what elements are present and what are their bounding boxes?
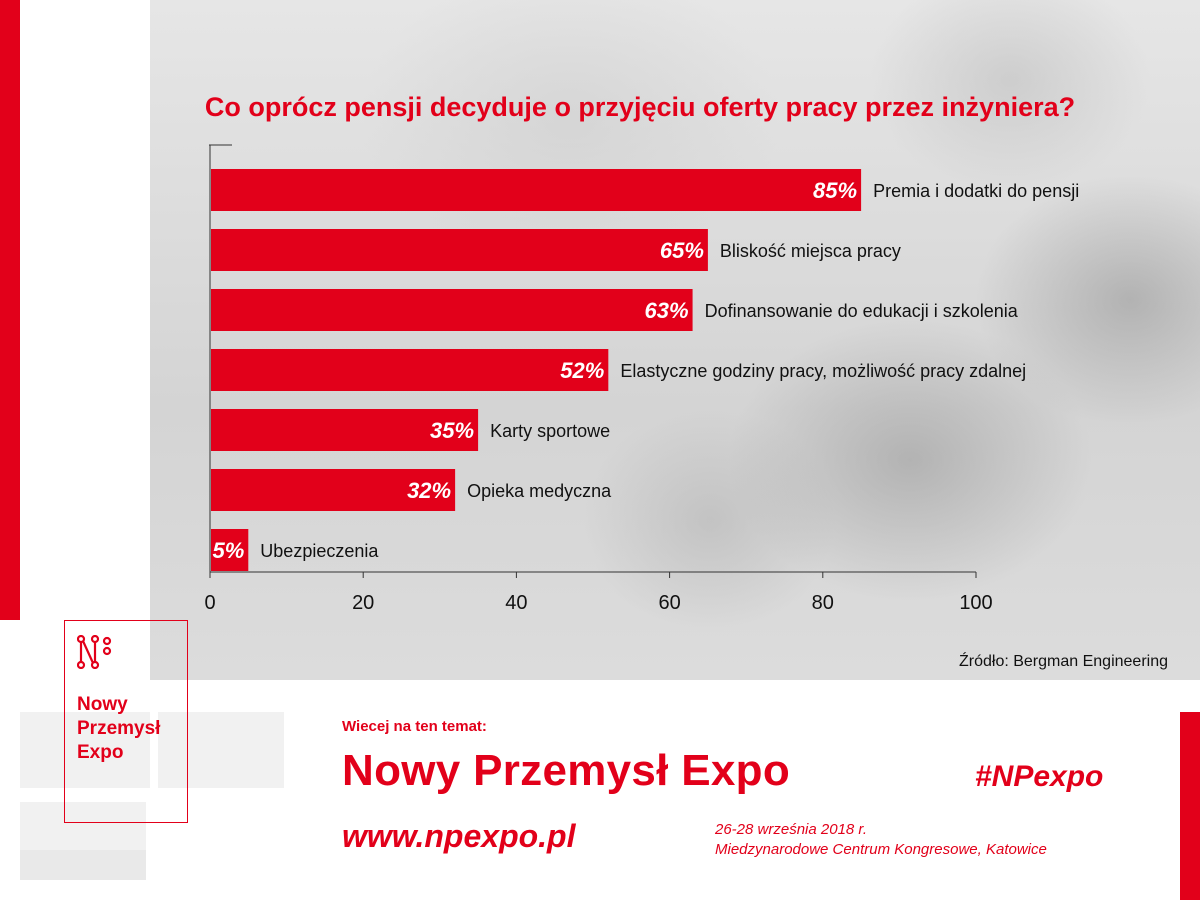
event-name: Nowy Przemysł Expo: [342, 746, 790, 795]
bar-value-label: 65%: [660, 238, 704, 263]
bar-category-label: Bliskość miejsca pracy: [720, 241, 901, 261]
bar: [211, 409, 479, 451]
hashtag: #NPexpo: [975, 760, 1104, 793]
bar-value-label: 32%: [407, 478, 451, 503]
x-tick-label: 20: [352, 592, 374, 614]
bar-value-label: 85%: [813, 178, 857, 203]
logo-text-line: Expo: [77, 742, 124, 763]
bar-category-label: Elastyczne godziny pracy, możliwość prac…: [620, 361, 1026, 381]
background-photo: [150, 0, 1200, 680]
x-tick-label: 100: [959, 592, 992, 614]
bar-category-label: Dofinansowanie do edukacji i szkolenia: [705, 301, 1019, 321]
event-details: 26-28 września 2018 r. Miedzynarodowe Ce…: [715, 820, 1047, 860]
bar-chart: 0 20 40 60 80 100 85% Premia i dodatki do pensj…: [204, 144, 1079, 614]
chart-title: Co oprócz pensji decyduje o przyjęciu of…: [204, 92, 1076, 122]
bar-category-label: Opieka medyczna: [467, 481, 612, 501]
np-logo-icon: [77, 635, 112, 669]
logo: Nowy Przemysł Expo: [64, 620, 188, 823]
bar: [211, 529, 249, 571]
bar-category-label: Premia i dodatki do pensji: [873, 181, 1079, 201]
more-info-label: Wiecej na ten temat:: [342, 718, 487, 735]
decor-block: [20, 712, 150, 788]
chart-source: Źródło: Bergman Engineering: [958, 653, 1168, 670]
bar-value-label: 63%: [645, 298, 689, 323]
x-tick-label: 40: [505, 592, 527, 614]
bar-value-label: 5%: [213, 538, 245, 563]
x-tick-label: 0: [204, 592, 215, 614]
logo-text-line: Przemysł: [77, 718, 161, 739]
bar-category-label: Karty sportowe: [490, 421, 610, 441]
bar: [211, 229, 708, 271]
bar-value-label: 35%: [430, 418, 474, 443]
bar: [211, 169, 862, 211]
decor-block: [20, 802, 146, 850]
bar: [211, 289, 693, 331]
bar: [211, 469, 456, 511]
left-accent-stripe: [0, 0, 20, 620]
logo-text-line: Nowy: [77, 694, 128, 715]
decor-block: [158, 712, 284, 788]
event-venue: Miedzynarodowe Centrum Kongresowe, Katow…: [715, 841, 1047, 858]
bar-value-label: 52%: [560, 358, 604, 383]
x-tick-label: 80: [812, 592, 834, 614]
x-tick-label: 60: [658, 592, 680, 614]
event-url-link[interactable]: www.npexpo.pl: [342, 818, 576, 854]
decor-block: [20, 850, 146, 880]
bar: [211, 349, 609, 391]
bar-category-label: Ubezpieczenia: [260, 541, 379, 561]
right-accent-stripe: [1180, 712, 1200, 900]
event-dates: 26-28 września 2018 r.: [715, 821, 868, 838]
